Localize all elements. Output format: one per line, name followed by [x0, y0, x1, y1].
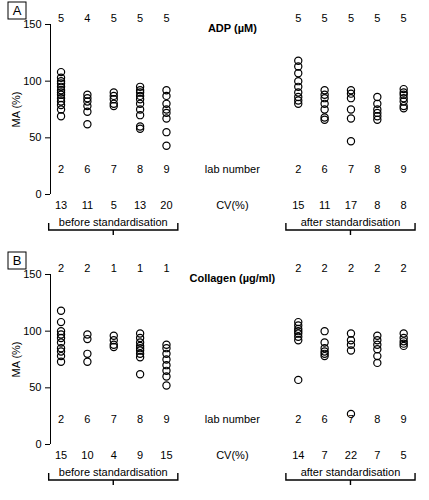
svg-text:1: 1 — [111, 262, 117, 274]
svg-text:MA (%): MA (%) — [10, 341, 22, 377]
svg-text:17: 17 — [345, 199, 357, 211]
svg-text:22: 22 — [345, 449, 357, 461]
svg-text:6: 6 — [322, 413, 328, 425]
svg-text:100: 100 — [23, 325, 41, 337]
svg-text:after standardisation: after standardisation — [301, 466, 401, 478]
svg-text:8: 8 — [374, 163, 380, 175]
svg-text:5: 5 — [163, 12, 169, 24]
svg-text:9: 9 — [401, 163, 407, 175]
svg-text:4: 4 — [84, 12, 90, 24]
svg-text:8: 8 — [137, 413, 143, 425]
svg-text:9: 9 — [137, 449, 143, 461]
svg-text:9: 9 — [401, 413, 407, 425]
svg-text:5: 5 — [295, 12, 301, 24]
svg-text:50: 50 — [29, 381, 41, 393]
svg-text:6: 6 — [322, 163, 328, 175]
svg-text:5: 5 — [111, 199, 117, 211]
svg-text:2: 2 — [84, 262, 90, 274]
svg-text:2: 2 — [295, 262, 301, 274]
svg-text:2: 2 — [295, 413, 301, 425]
svg-text:9: 9 — [163, 163, 169, 175]
svg-text:7: 7 — [348, 413, 354, 425]
svg-text:after standardisation: after standardisation — [301, 216, 401, 228]
svg-text:1: 1 — [163, 262, 169, 274]
svg-text:13: 13 — [134, 199, 146, 211]
svg-text:15: 15 — [292, 199, 304, 211]
svg-text:2: 2 — [348, 262, 354, 274]
svg-text:2: 2 — [295, 163, 301, 175]
svg-text:11: 11 — [82, 199, 93, 211]
svg-text:ADP (µM): ADP (µM) — [208, 22, 257, 34]
svg-text:5: 5 — [401, 12, 407, 24]
svg-text:lab number: lab number — [205, 163, 260, 175]
svg-text:13: 13 — [55, 199, 67, 211]
svg-text:5: 5 — [322, 12, 328, 24]
svg-text:B: B — [13, 253, 22, 268]
svg-text:before standardisation: before standardisation — [59, 466, 168, 478]
svg-text:150: 150 — [23, 268, 41, 280]
svg-text:2: 2 — [374, 262, 380, 274]
svg-text:lab number: lab number — [205, 413, 260, 425]
svg-text:5: 5 — [348, 12, 354, 24]
svg-text:1: 1 — [137, 262, 143, 274]
svg-text:CV(%): CV(%) — [216, 199, 248, 211]
svg-text:CV(%): CV(%) — [216, 449, 248, 461]
svg-text:7: 7 — [111, 413, 117, 425]
svg-text:0: 0 — [35, 438, 41, 450]
svg-text:15: 15 — [160, 449, 172, 461]
svg-text:9: 9 — [163, 413, 169, 425]
svg-text:2: 2 — [58, 262, 64, 274]
svg-text:5: 5 — [401, 449, 407, 461]
svg-text:A: A — [13, 3, 22, 18]
svg-text:4: 4 — [111, 449, 117, 461]
svg-text:11: 11 — [319, 199, 330, 211]
svg-text:2: 2 — [58, 413, 64, 425]
svg-text:7: 7 — [322, 449, 328, 461]
svg-text:5: 5 — [111, 12, 117, 24]
svg-text:Collagen (µg/ml): Collagen (µg/ml) — [189, 272, 275, 284]
svg-text:6: 6 — [84, 163, 90, 175]
svg-text:5: 5 — [58, 12, 64, 24]
svg-text:100: 100 — [23, 75, 41, 87]
svg-text:7: 7 — [348, 163, 354, 175]
svg-text:8: 8 — [374, 199, 380, 211]
svg-text:50: 50 — [29, 131, 41, 143]
svg-text:2: 2 — [322, 262, 328, 274]
svg-text:2: 2 — [401, 262, 407, 274]
svg-text:MA (%): MA (%) — [10, 91, 22, 127]
svg-text:15: 15 — [55, 449, 67, 461]
svg-text:7: 7 — [111, 163, 117, 175]
svg-text:6: 6 — [84, 413, 90, 425]
svg-text:8: 8 — [137, 163, 143, 175]
svg-text:8: 8 — [374, 413, 380, 425]
svg-text:2: 2 — [58, 163, 64, 175]
svg-text:5: 5 — [137, 12, 143, 24]
svg-text:7: 7 — [374, 449, 380, 461]
svg-text:before standardisation: before standardisation — [59, 216, 168, 228]
svg-text:14: 14 — [292, 449, 304, 461]
svg-text:10: 10 — [81, 449, 93, 461]
svg-text:5: 5 — [374, 12, 380, 24]
svg-text:20: 20 — [160, 199, 172, 211]
svg-text:0: 0 — [35, 188, 41, 200]
svg-text:8: 8 — [401, 199, 407, 211]
svg-text:150: 150 — [23, 18, 41, 30]
